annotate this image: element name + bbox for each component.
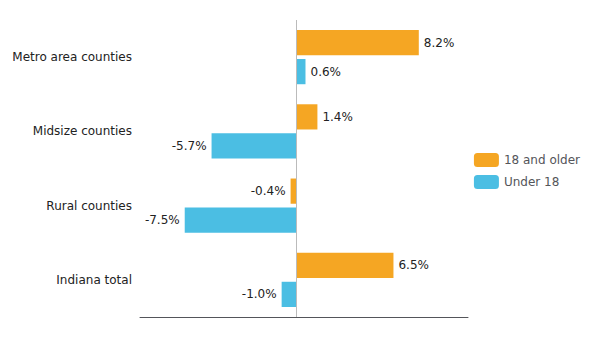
svg-text:-5.7%: -5.7% [172, 139, 207, 153]
svg-text:0.6%: 0.6% [310, 65, 341, 79]
svg-text:1.4%: 1.4% [322, 110, 353, 124]
svg-text:Under 18: Under 18 [504, 175, 559, 189]
svg-text:-7.5%: -7.5% [145, 213, 180, 227]
svg-text:Metro area counties: Metro area counties [12, 50, 132, 64]
svg-text:6.5%: 6.5% [398, 258, 429, 272]
svg-text:Indiana total: Indiana total [56, 273, 132, 287]
svg-text:-1.0%: -1.0% [242, 287, 277, 301]
svg-text:8.2%: 8.2% [424, 36, 455, 50]
svg-text:Midsize counties: Midsize counties [33, 124, 132, 138]
svg-text:-0.4%: -0.4% [251, 184, 286, 198]
svg-text:18 and older: 18 and older [504, 153, 580, 167]
svg-text:Rural counties: Rural counties [46, 199, 132, 213]
